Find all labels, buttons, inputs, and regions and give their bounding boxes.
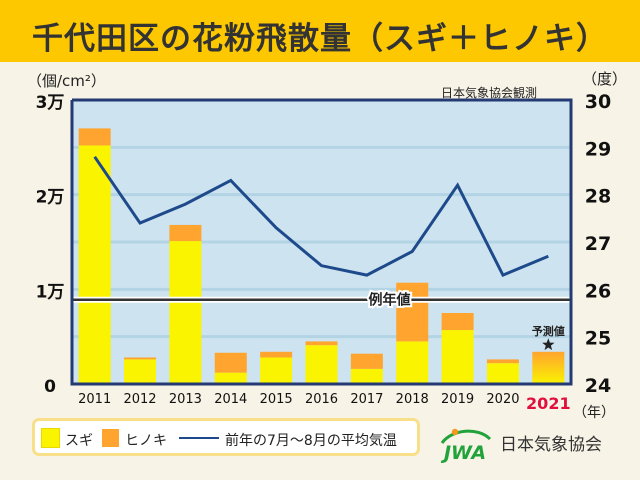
bar-sugi-2014 [214, 372, 247, 384]
right-tick-label: 29 [585, 138, 611, 160]
right-tick-label: 24 [585, 375, 611, 397]
bar-hinoki-2013 [169, 224, 202, 242]
x-tick-label-2011: 2011 [78, 392, 111, 407]
bar-sugi-2012 [124, 359, 157, 384]
right-axis-ticks: 24 25 26 27 28 29 30 [585, 91, 611, 397]
bar-hinoki-2014 [214, 352, 247, 373]
bar-hinoki-2016 [305, 341, 338, 346]
legend-label-sugi: スギ [65, 433, 93, 449]
left-axis-ticks: 0 1万 2万 3万 [36, 93, 65, 397]
legend: スギ ヒノキ 前年の7月～8月の平均気温 [32, 418, 420, 456]
star-icon [542, 338, 555, 351]
left-tick-label: 3万 [36, 93, 65, 113]
bars [78, 128, 565, 384]
reference-line-label: 例年値 [369, 292, 411, 309]
bar-sugi-2018 [396, 341, 429, 384]
bar-sugi-2013 [169, 241, 202, 384]
right-tick-label: 26 [585, 280, 611, 302]
legend-label-temperature: 前年の7月～8月の平均気温 [225, 433, 397, 449]
left-tick-label: 2万 [36, 188, 65, 208]
organization-name: 日本気象協会 [500, 435, 602, 455]
bar-hinoki-2012 [124, 357, 157, 360]
x-tick-label-2016: 2016 [305, 392, 338, 407]
bar-sugi-2019 [441, 330, 474, 384]
bar-sugi-2017 [350, 368, 383, 384]
gridlines [72, 145, 571, 339]
legend-label-hinoki: ヒノキ [125, 433, 167, 449]
plot-frame [70, 98, 573, 386]
left-tick-label: 1万 [36, 282, 65, 302]
bar-sugi-2015 [260, 357, 293, 384]
x-axis-unit: （年） [573, 405, 615, 421]
bar-hinoki-2017 [350, 353, 383, 369]
source-note: 日本気象協会観測 [441, 86, 538, 100]
x-tick-label-2012: 2012 [123, 392, 156, 407]
right-axis-unit: （度） [582, 70, 628, 88]
right-tick-label: 30 [585, 91, 611, 113]
bar-hinoki-2018 [396, 282, 429, 342]
legend-swatch-hinoki [102, 429, 119, 447]
left-axis-unit: （個/cm²） [27, 72, 106, 90]
x-tick-label-2021: 2021 [526, 394, 571, 413]
bar-forecast-2021 [532, 351, 565, 384]
jwa-logo-icon: JWA [440, 428, 492, 463]
reference-line: 例年値 [72, 290, 571, 311]
bar-hinoki-2011 [78, 128, 111, 146]
right-tick-label: 25 [585, 328, 611, 350]
legend-swatch-sugi [41, 428, 60, 448]
x-tick-label-2014: 2014 [214, 392, 247, 407]
plot-border [70, 98, 573, 386]
title-band [0, 0, 640, 62]
x-tick-label-2017: 2017 [350, 392, 383, 407]
bar-sugi-2011 [78, 145, 111, 384]
bar-hinoki-2020 [486, 359, 519, 364]
right-tick-label: 28 [585, 186, 611, 208]
x-tick-label-2015: 2015 [260, 392, 293, 407]
forecast-label: 予測値 [532, 324, 565, 338]
x-tick-label-2018: 2018 [396, 392, 429, 407]
bar-sugi-2016 [305, 345, 338, 384]
x-tick-label-2019: 2019 [441, 392, 474, 407]
x-tick-label-2013: 2013 [169, 392, 202, 407]
right-tick-label: 27 [585, 233, 611, 255]
legend-line-temperature [179, 437, 219, 439]
bar-hinoki-2019 [441, 313, 474, 331]
left-tick-label: 0 [44, 377, 56, 397]
bar-hinoki-2015 [260, 351, 293, 358]
temperature-line [93, 155, 549, 278]
x-axis-ticks: 2011 2012 2013 2014 2015 2016 2017 2018 2019 2020… [78, 392, 570, 413]
bar-sugi-2020 [486, 363, 519, 384]
x-tick-label-2020: 2020 [486, 392, 519, 407]
forecast-marker: 予測値 [532, 324, 565, 351]
chart-title: 千代田区の花粉飛散量（スギ＋ヒノキ） [32, 21, 608, 57]
logo-text: JWA [440, 442, 486, 463]
